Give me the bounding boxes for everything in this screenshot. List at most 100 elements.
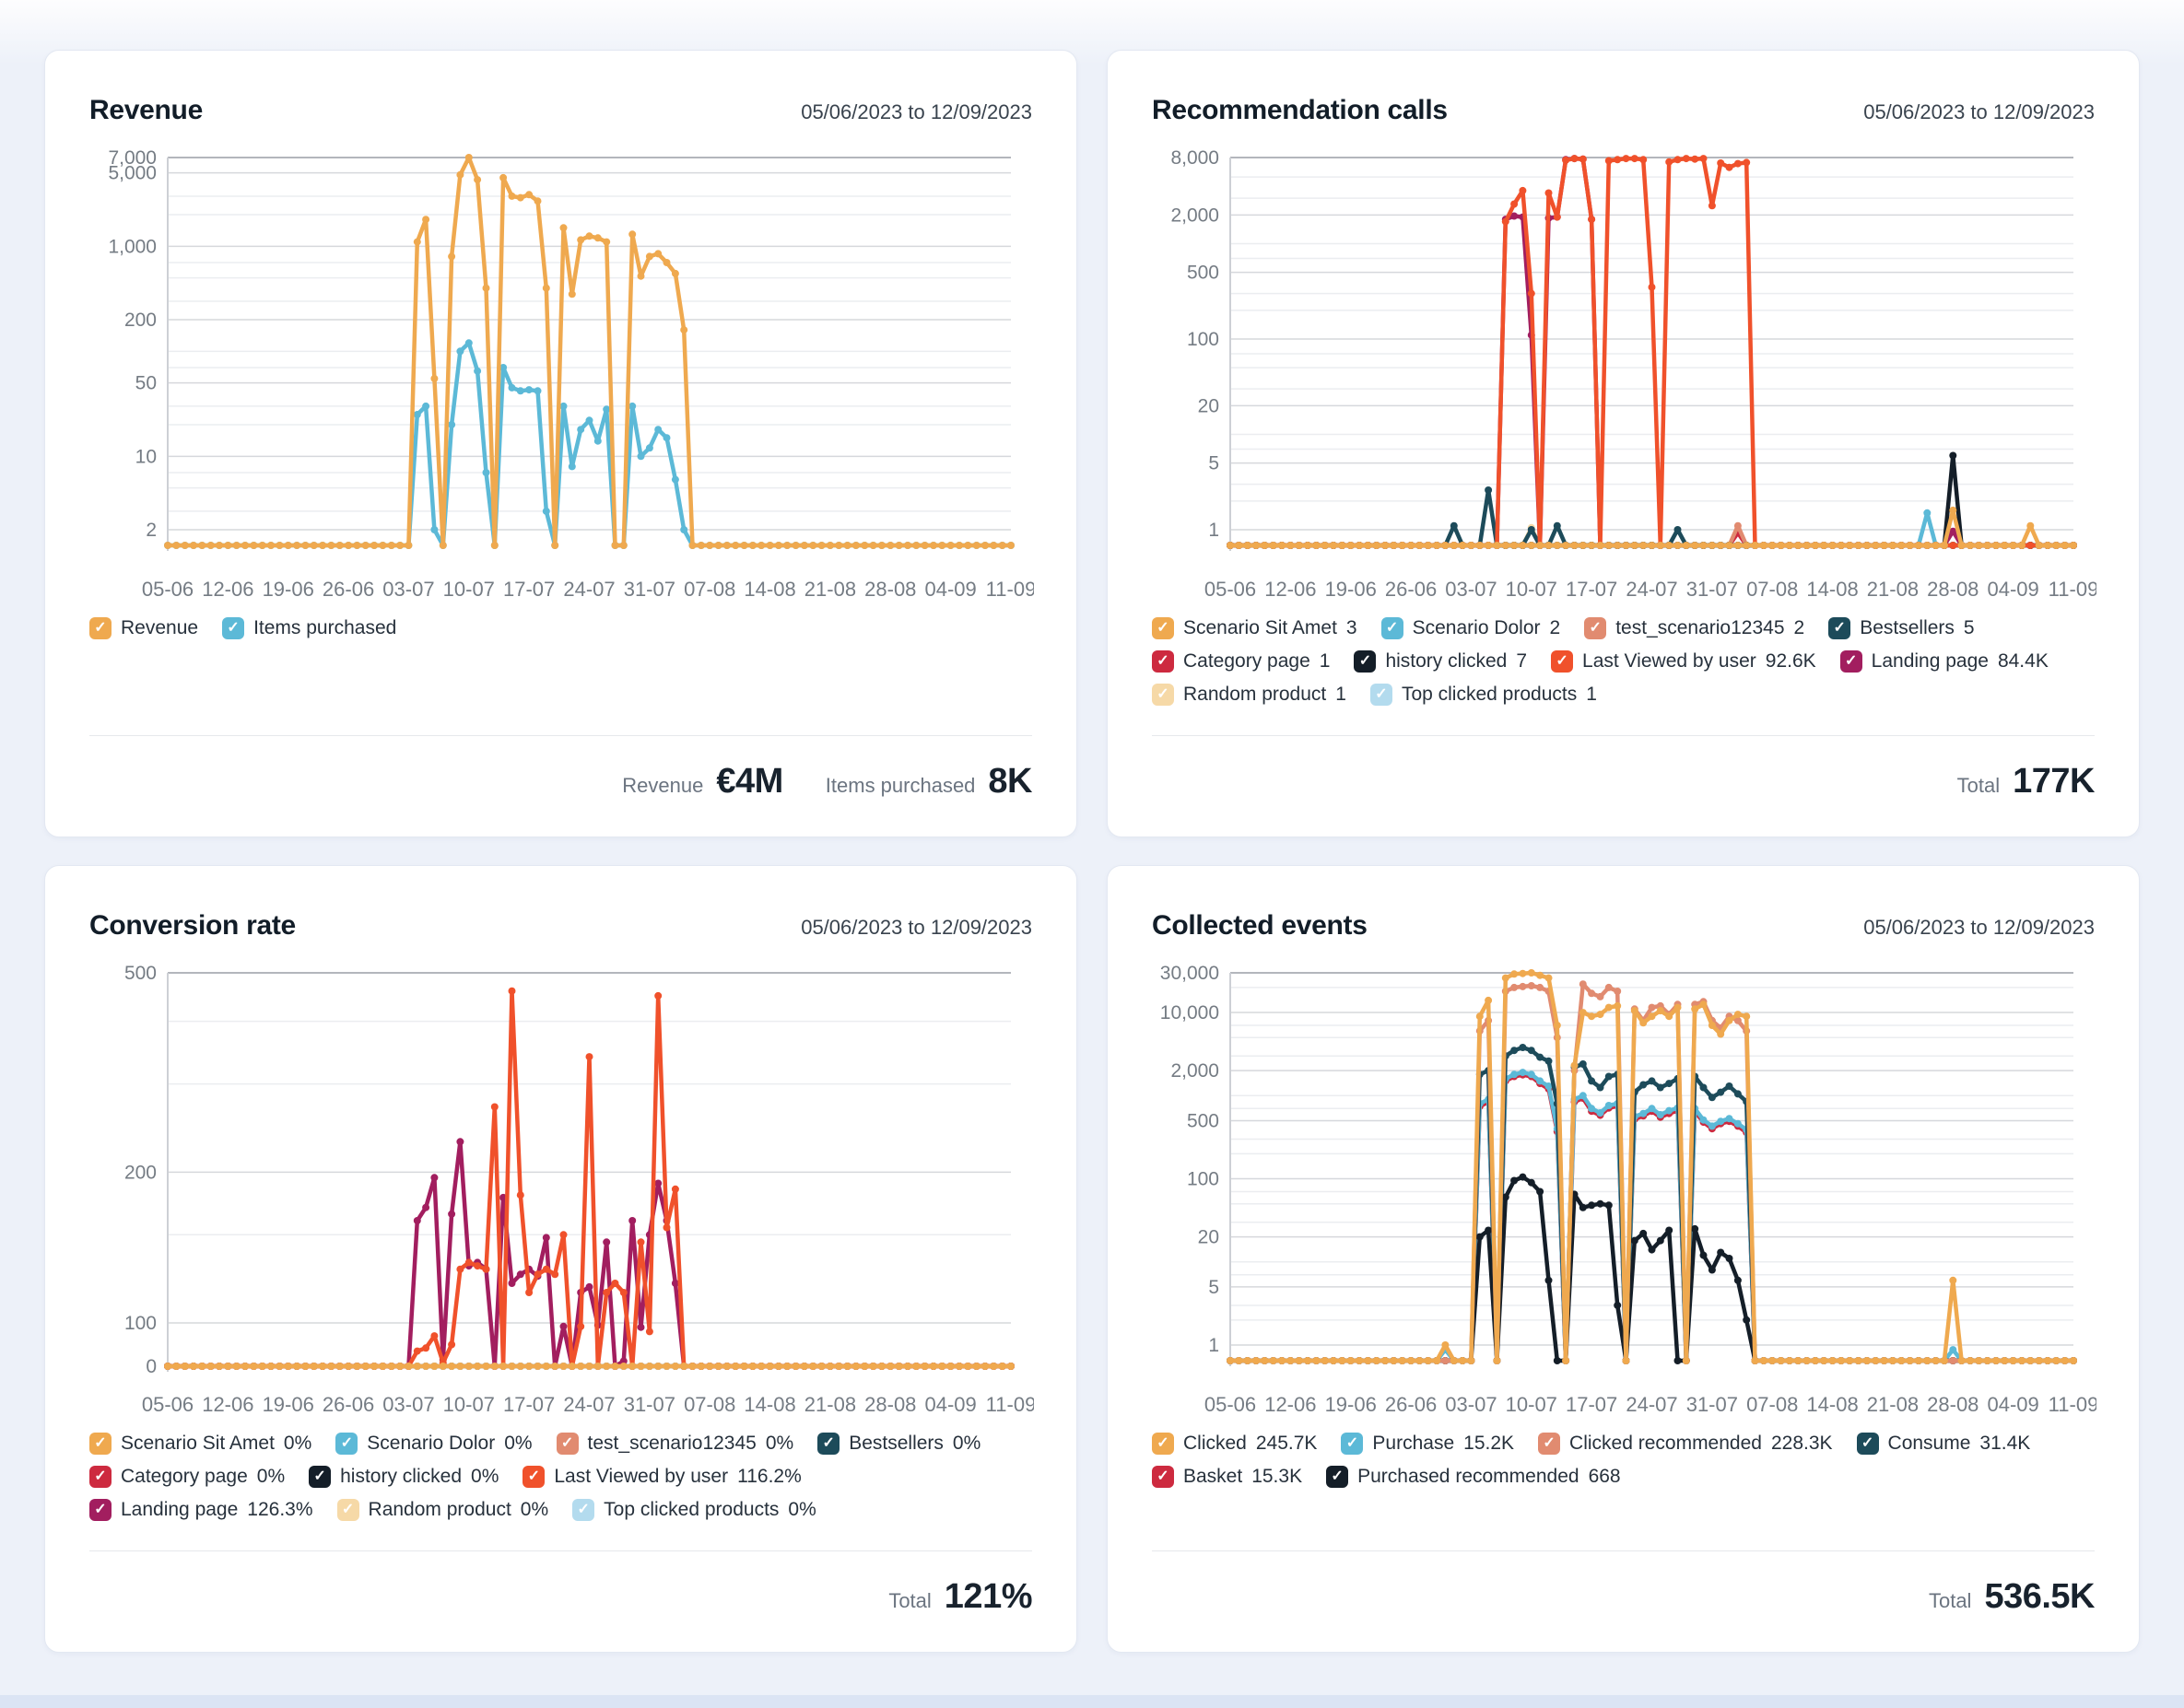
checkbox-checked-icon[interactable]: ✓ xyxy=(817,1433,840,1455)
legend-item[interactable]: ✓ Top clicked products 0% xyxy=(572,1499,816,1521)
checkbox-checked-icon[interactable]: ✓ xyxy=(1551,650,1574,673)
checkbox-checked-icon[interactable]: ✓ xyxy=(89,617,112,639)
checkbox-checked-icon[interactable]: ✓ xyxy=(556,1433,579,1455)
check-icon: ✓ xyxy=(1556,653,1568,669)
legend-label: Items purchased xyxy=(253,617,397,638)
total: Total 177K xyxy=(1956,762,2096,801)
total-value: 8K xyxy=(988,762,1032,801)
total-label: Revenue xyxy=(622,774,704,797)
legend: ✓ Revenue ✓ Items purchased xyxy=(89,617,1032,639)
svg-text:200: 200 xyxy=(124,310,157,331)
svg-text:26-06: 26-06 xyxy=(323,578,374,601)
legend-item[interactable]: ✓ Bestsellers 5 xyxy=(1828,617,1975,639)
legend-item[interactable]: ✓ Landing page 126.3% xyxy=(89,1499,313,1521)
total-value: 177K xyxy=(2013,762,2095,801)
legend-item[interactable]: ✓ Random product 0% xyxy=(336,1499,548,1521)
legend-item[interactable]: ✓ history clicked 0% xyxy=(309,1466,499,1488)
legend-item[interactable]: ✓ Last Viewed by user 92.6K xyxy=(1551,650,1816,673)
legend-item[interactable]: ✓ test_scenario12345 2 xyxy=(1584,617,1804,639)
legend-item[interactable]: ✓ Random product 1 xyxy=(1152,684,1346,706)
checkbox-checked-icon[interactable]: ✓ xyxy=(1152,684,1174,706)
check-icon: ✓ xyxy=(577,1502,590,1517)
legend-item[interactable]: ✓ Revenue xyxy=(89,617,198,639)
svg-text:20: 20 xyxy=(1198,1227,1219,1248)
legend-label: Bestsellers xyxy=(849,1433,944,1454)
checkbox-checked-icon[interactable]: ✓ xyxy=(335,1433,358,1455)
checkbox-checked-icon[interactable]: ✓ xyxy=(336,1499,359,1521)
legend-label: history clicked xyxy=(340,1466,463,1487)
svg-text:14-08: 14-08 xyxy=(1806,578,1858,601)
legend-label: Purchase xyxy=(1372,1433,1455,1454)
legend-item[interactable]: ✓ Purchased recommended 668 xyxy=(1326,1466,1621,1488)
legend-item[interactable]: ✓ history clicked 7 xyxy=(1354,650,1527,673)
checkbox-checked-icon[interactable]: ✓ xyxy=(309,1466,332,1488)
checkbox-checked-icon[interactable]: ✓ xyxy=(1152,1433,1174,1455)
legend-item[interactable]: ✓ Top clicked products 1 xyxy=(1369,684,1597,706)
legend-row: ✓ Clicked 245.7K ✓ Purchase 15.2K ✓ Clicked rec… xyxy=(1152,1433,2095,1455)
legend-item[interactable]: ✓ Bestsellers 0% xyxy=(817,1433,980,1455)
checkbox-checked-icon[interactable]: ✓ xyxy=(1380,617,1403,639)
total-label: Total xyxy=(1956,774,2001,797)
svg-text:24-07: 24-07 xyxy=(1626,1393,1677,1416)
card-header: Recommendation calls 05/06/2023 to 12/09… xyxy=(1152,95,2095,126)
date-range: 05/06/2023 to 12/09/2023 xyxy=(1863,916,2095,939)
legend-item[interactable]: ✓ Scenario Sit Amet 3 xyxy=(1152,617,1357,639)
legend-label: Purchased recommended xyxy=(1357,1466,1579,1487)
checkbox-checked-icon[interactable]: ✓ xyxy=(222,617,245,639)
checkbox-checked-icon[interactable]: ✓ xyxy=(572,1499,595,1521)
legend-item[interactable]: ✓ Basket 15.3K xyxy=(1152,1466,1302,1488)
legend-value: 1 xyxy=(1586,684,1597,705)
legend-item[interactable]: ✓ Clicked 245.7K xyxy=(1152,1433,1317,1455)
checkbox-checked-icon[interactable]: ✓ xyxy=(1369,684,1392,706)
check-icon: ✓ xyxy=(1833,620,1846,636)
svg-text:19-06: 19-06 xyxy=(1325,578,1377,601)
legend-label: Category page xyxy=(121,1466,248,1487)
legend-item[interactable]: ✓ Scenario Sit Amet 0% xyxy=(89,1433,311,1455)
svg-text:0: 0 xyxy=(146,1356,157,1377)
checkbox-checked-icon[interactable]: ✓ xyxy=(89,1466,112,1488)
legend-item[interactable]: ✓ Category page 1 xyxy=(1152,650,1330,673)
svg-text:100: 100 xyxy=(1187,1169,1219,1190)
legend-item[interactable]: ✓ Category page 0% xyxy=(89,1466,285,1488)
svg-text:21-08: 21-08 xyxy=(804,1393,856,1416)
checkbox-checked-icon[interactable]: ✓ xyxy=(1354,650,1377,673)
check-icon: ✓ xyxy=(1358,653,1372,669)
checkbox-checked-icon[interactable]: ✓ xyxy=(1856,1433,1879,1455)
svg-text:12-06: 12-06 xyxy=(202,578,253,601)
legend-item[interactable]: ✓ Consume 31.4K xyxy=(1856,1433,2030,1455)
checkbox-checked-icon[interactable]: ✓ xyxy=(1584,617,1607,639)
checkbox-checked-icon[interactable]: ✓ xyxy=(1839,650,1862,673)
check-icon: ✓ xyxy=(1345,1435,1359,1451)
legend-item[interactable]: ✓ Scenario Dolor 0% xyxy=(335,1433,533,1455)
page-title: Collected events xyxy=(1152,910,1368,941)
svg-text:500: 500 xyxy=(124,963,157,984)
legend-row: ✓ Scenario Sit Amet 3 ✓ Scenario Dolor 2 ✓ test… xyxy=(1152,617,2095,639)
svg-text:03-07: 03-07 xyxy=(382,578,434,601)
legend-item[interactable]: ✓ Items purchased xyxy=(222,617,396,639)
svg-text:10-07: 10-07 xyxy=(443,578,495,601)
legend-item[interactable]: ✓ Scenario Dolor 2 xyxy=(1380,617,1560,639)
legend-value: 1 xyxy=(1335,684,1346,705)
legend-item[interactable]: ✓ Last Viewed by user 116.2% xyxy=(523,1466,802,1488)
checkbox-checked-icon[interactable]: ✓ xyxy=(523,1466,546,1488)
legend-item[interactable]: ✓ Landing page 84.4K xyxy=(1839,650,2049,673)
checkbox-checked-icon[interactable]: ✓ xyxy=(89,1433,112,1455)
checkbox-checked-icon[interactable]: ✓ xyxy=(1152,617,1174,639)
page-title: Revenue xyxy=(89,95,203,125)
checkbox-checked-icon[interactable]: ✓ xyxy=(89,1499,112,1521)
checkbox-checked-icon[interactable]: ✓ xyxy=(1538,1433,1561,1455)
checkbox-checked-icon[interactable]: ✓ xyxy=(1152,1466,1174,1488)
card-conversion-rate: Conversion rate 05/06/2023 to 12/09/2023… xyxy=(44,865,1077,1653)
card-footer: Total 536.5K xyxy=(1152,1550,2095,1617)
svg-text:14-08: 14-08 xyxy=(744,578,795,601)
legend-item[interactable]: ✓ Purchase 15.2K xyxy=(1341,1433,1514,1455)
checkbox-checked-icon[interactable]: ✓ xyxy=(1828,617,1851,639)
svg-text:2,000: 2,000 xyxy=(1170,205,1219,226)
legend-label: Category page xyxy=(1183,650,1310,672)
legend-item[interactable]: ✓ Clicked recommended 228.3K xyxy=(1538,1433,1833,1455)
checkbox-checked-icon[interactable]: ✓ xyxy=(1326,1466,1349,1488)
checkbox-checked-icon[interactable]: ✓ xyxy=(1341,1433,1364,1455)
svg-text:04-09: 04-09 xyxy=(925,1393,977,1416)
legend-item[interactable]: ✓ test_scenario12345 0% xyxy=(556,1433,793,1455)
checkbox-checked-icon[interactable]: ✓ xyxy=(1152,650,1174,673)
